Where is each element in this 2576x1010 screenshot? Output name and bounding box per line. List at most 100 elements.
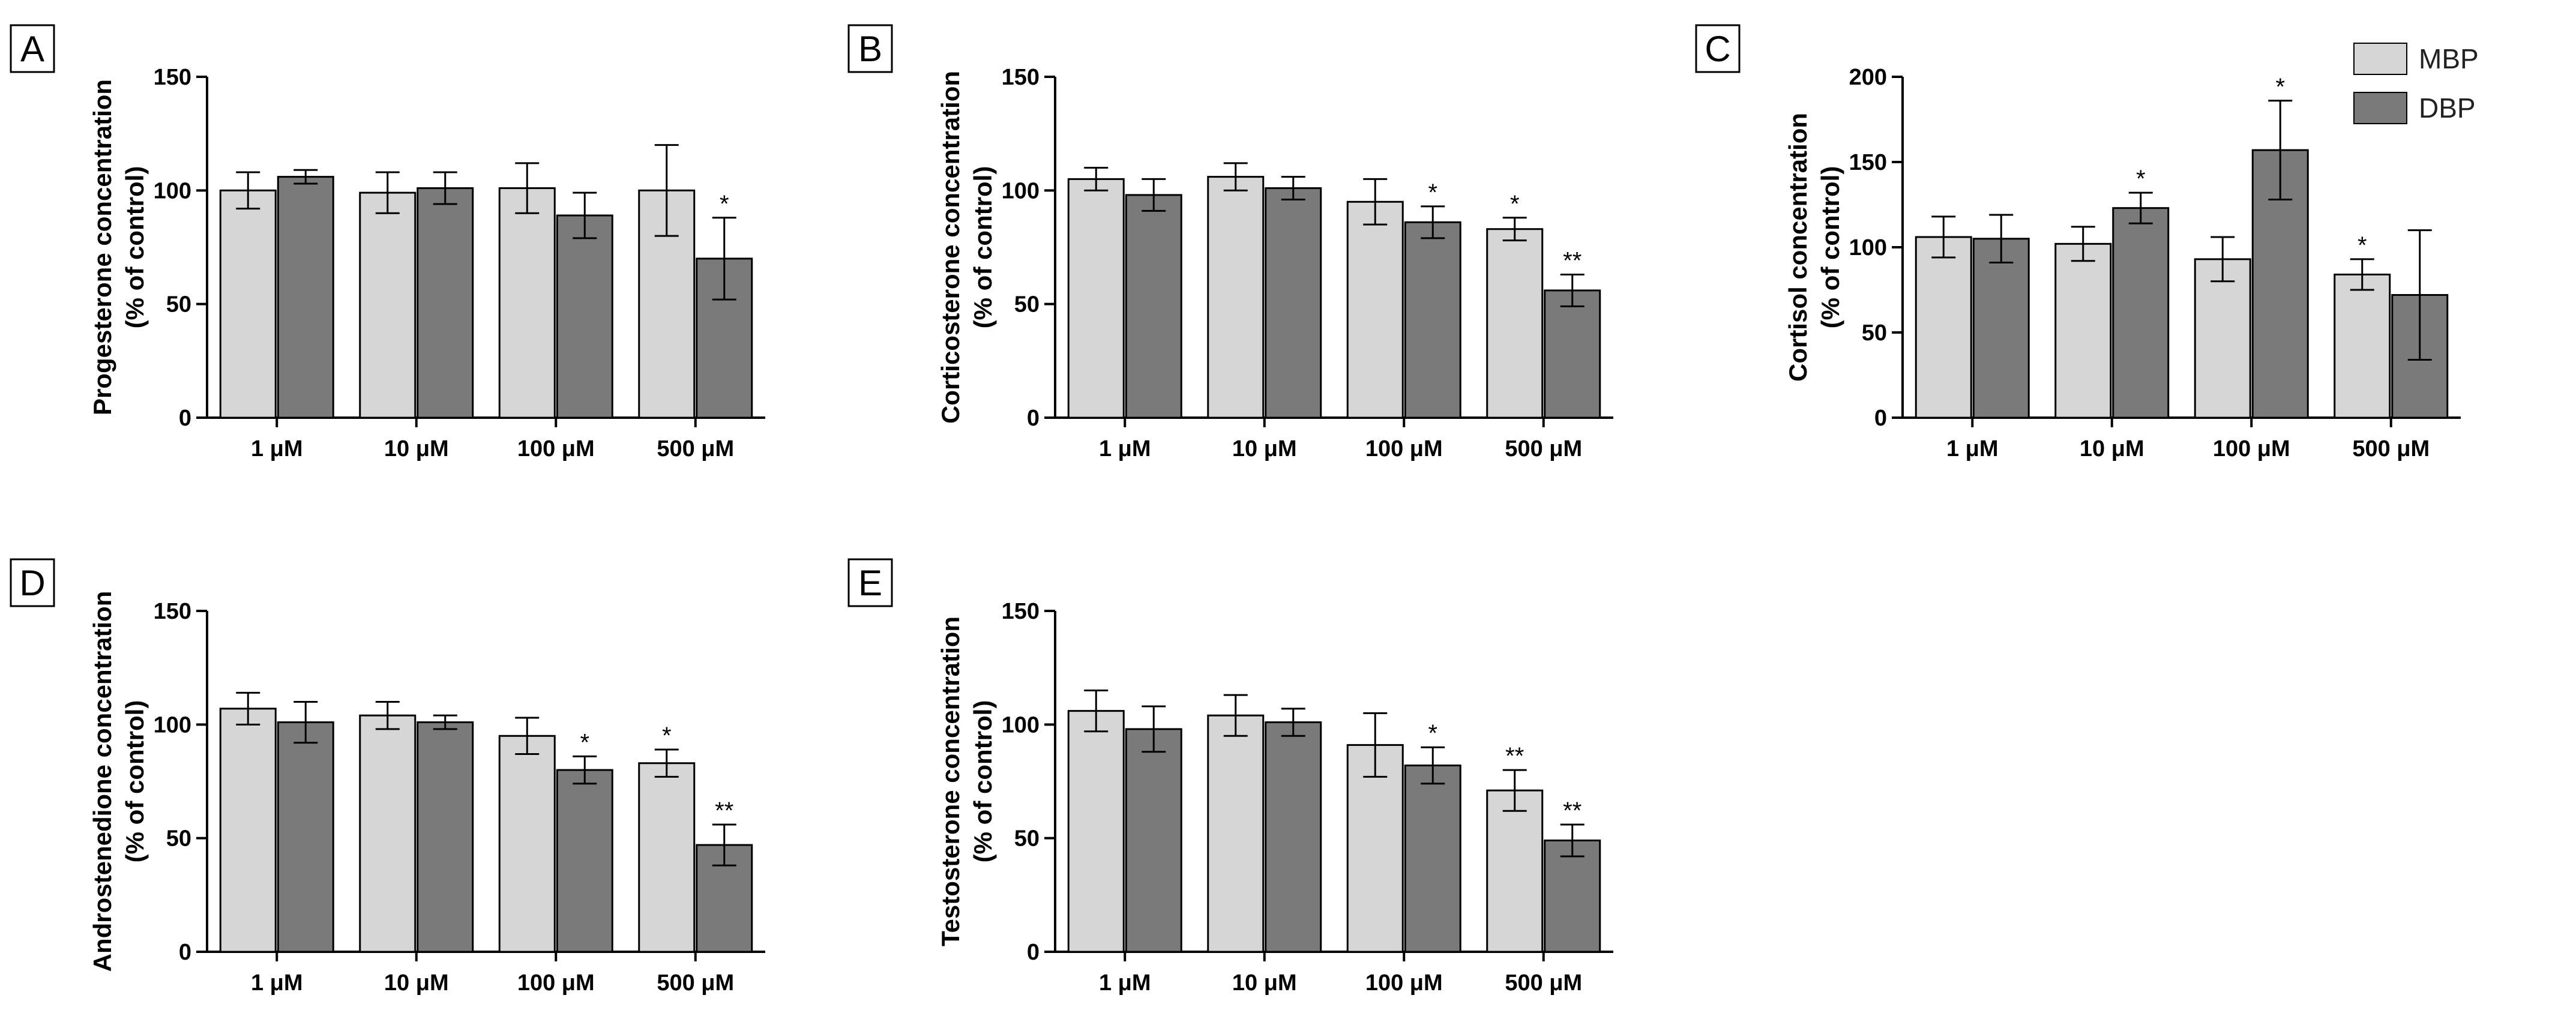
x-tick-label: 10 μM (2080, 436, 2144, 461)
bar-mbp (498, 187, 556, 419)
significance-marker: * (2275, 74, 2285, 100)
legend: MBP DBP (2353, 43, 2479, 124)
bar-mbp (1486, 789, 1544, 953)
bar-dbp (1404, 764, 1461, 953)
y-axis-label-line2: (% of control) (121, 166, 149, 329)
panel-letter: C (1705, 29, 1730, 69)
x-tick-label: 1 μM (251, 436, 303, 461)
y-tick-label: 100 (154, 712, 191, 738)
significance-marker: * (720, 191, 729, 217)
y-tick-label: 50 (1014, 292, 1040, 317)
panel-d: D 0 50 100 150 Androstenedione concentration(… (10, 558, 765, 996)
y-tick-label: 0 (1027, 406, 1040, 431)
y-axis-label-line2: (% of control) (969, 166, 997, 329)
panel-letter-box (10, 558, 55, 607)
bar-dbp (277, 721, 334, 953)
x-tick-label: 1 μM (1099, 436, 1151, 461)
y-tick-label: 50 (166, 292, 191, 317)
bar-dbp (1125, 728, 1182, 953)
y-tick-label: 0 (179, 940, 191, 965)
y-axis-label-line2: (% of control) (121, 700, 149, 863)
panel-letter: D (19, 563, 45, 603)
panel-letter-box (847, 24, 893, 73)
bar-dbp (1972, 238, 2030, 419)
significance-marker: ** (1563, 247, 1581, 274)
bar-dbp (1265, 721, 1322, 953)
bar-mbp (2194, 258, 2251, 419)
bar-mbp (1207, 176, 1265, 419)
legend-label-mbp: MBP (2419, 43, 2479, 74)
significance-marker: * (2358, 232, 2367, 259)
y-tick-label: 0 (1874, 406, 1887, 431)
y-axis-label-line1: Testosterone concentration (936, 616, 964, 946)
bar-mbp (2054, 242, 2112, 419)
y-axis-label-line1: Cortisol concentration (1784, 113, 1812, 382)
bar-mbp (1067, 178, 1125, 419)
y-axis-label-line2: (% of control) (969, 700, 997, 863)
y-tick-label: 100 (1002, 712, 1040, 738)
y-axis-label-line1: Corticosterone concentration (936, 71, 964, 424)
significance-marker: * (2136, 166, 2146, 192)
bar-mbp (219, 708, 277, 953)
bar-dbp (1125, 194, 1182, 419)
bar-mbp (638, 762, 696, 953)
legend-swatch-mbp (2353, 43, 2407, 75)
bar-dbp (1404, 221, 1461, 419)
x-tick-label: 500 μM (2352, 436, 2430, 461)
bar-mbp (1486, 228, 1544, 419)
x-tick-label: 1 μM (251, 970, 303, 996)
x-tick-label: 100 μM (517, 970, 595, 996)
y-tick-label: 100 (1002, 178, 1040, 203)
bar-mbp (1067, 710, 1125, 953)
significance-marker: * (662, 723, 672, 749)
y-tick-label: 150 (1002, 599, 1040, 624)
bar-dbp (417, 187, 474, 419)
x-tick-label: 100 μM (1365, 970, 1443, 996)
y-axis-label-line1: Androstenedione concentration (88, 591, 116, 972)
significance-marker: * (1510, 191, 1520, 217)
x-tick-label: 10 μM (1232, 970, 1297, 996)
bar-dbp (1544, 289, 1601, 419)
y-tick-label: 50 (166, 826, 191, 852)
bar-mbp (1207, 714, 1265, 953)
y-tick-label: 150 (154, 65, 191, 90)
y-tick-label: 0 (1027, 940, 1040, 965)
significance-marker: ** (1563, 798, 1581, 824)
significance-marker: * (580, 729, 589, 756)
bar-mbp (1915, 236, 1972, 419)
x-tick-label: 10 μM (384, 970, 449, 996)
bar-dbp (2112, 207, 2170, 419)
bar-dbp (556, 214, 613, 419)
y-tick-label: 150 (1002, 65, 1040, 90)
bar-mbp (2334, 273, 2391, 419)
x-tick-label: 10 μM (384, 436, 449, 461)
y-tick-label: 100 (154, 178, 191, 203)
bar-dbp (417, 721, 474, 953)
y-tick-label: 50 (1014, 826, 1040, 852)
panel-c: C 0 50 100 150 200 Cortisol concentration (% of… (1695, 24, 2461, 461)
y-tick-label: 150 (154, 599, 191, 624)
x-tick-label: 500 μM (657, 970, 734, 996)
significance-marker: * (1428, 720, 1437, 747)
x-tick-label: 100 μM (517, 436, 595, 461)
significance-marker: ** (1505, 743, 1524, 769)
x-tick-label: 500 μM (1505, 436, 1582, 461)
bar-mbp (359, 191, 417, 419)
y-axis-label-line2: (% of control) (1816, 166, 1844, 329)
panel-letter-box (10, 24, 55, 73)
bar-dbp (1544, 839, 1601, 953)
x-tick-label: 1 μM (1099, 970, 1151, 996)
panel-letter: B (858, 29, 882, 69)
bar-mbp (359, 714, 417, 953)
x-tick-label: 500 μM (1505, 970, 1582, 996)
panel-letter: E (858, 563, 882, 603)
panel-b: B 0 50 100 150 Corticosterone concentration (%… (847, 24, 1613, 461)
y-tick-label: 150 (1849, 150, 1887, 175)
panel-letter-box (847, 558, 893, 607)
x-tick-label: 100 μM (1365, 436, 1443, 461)
y-tick-label: 200 (1849, 65, 1887, 90)
x-tick-label: 10 μM (1232, 436, 1297, 461)
bar-mbp (1346, 200, 1404, 419)
panel-letter-box (1695, 24, 1741, 73)
